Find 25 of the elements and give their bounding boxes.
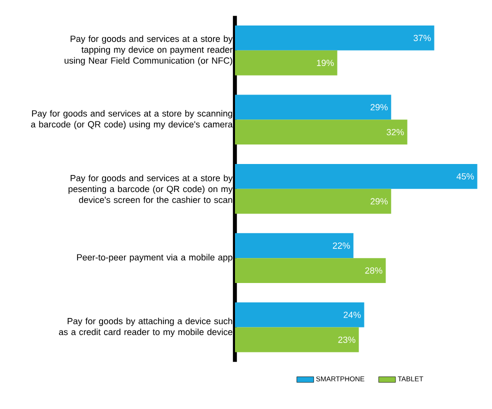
data-label: 22% [332, 242, 350, 249]
bar [234, 50, 338, 76]
bar [234, 258, 386, 283]
bar [234, 94, 392, 120]
y-tick-label: Pay for goods and services at a store by tapping my device on payment reader using Near Field Communication (or NFC) [64, 35, 233, 66]
data-label: 45% [456, 173, 474, 180]
y-tick-label: Pay for goods and services at a store by scanning a barcode (or QR code) using my device's camera [31, 110, 233, 130]
y-tick-label: Pay for goods and services at a store by pesenting a barcode (or QR code) on my device's screen for the cashier to scan [68, 174, 233, 203]
bar [234, 327, 359, 352]
data-label: 28% [365, 267, 382, 274]
data-label: 37% [414, 34, 431, 41]
bar [234, 232, 354, 258]
data-label: 23% [338, 336, 356, 343]
bar [234, 119, 408, 144]
data-label: 32% [386, 128, 404, 136]
y-tick-label: Pay for goods by attaching a device such as a credit card reader to my mobile device [58, 318, 232, 337]
bar [234, 302, 364, 328]
y-tick-label: Peer-to-peer payment via a mobile app [77, 254, 232, 262]
data-label: 24% [344, 312, 361, 318]
data-label: 29% [370, 198, 388, 204]
data-label: 29% [370, 104, 388, 110]
bar [234, 164, 478, 189]
data-label: 19% [316, 60, 334, 66]
bar [234, 188, 392, 214]
bar [234, 25, 434, 50]
